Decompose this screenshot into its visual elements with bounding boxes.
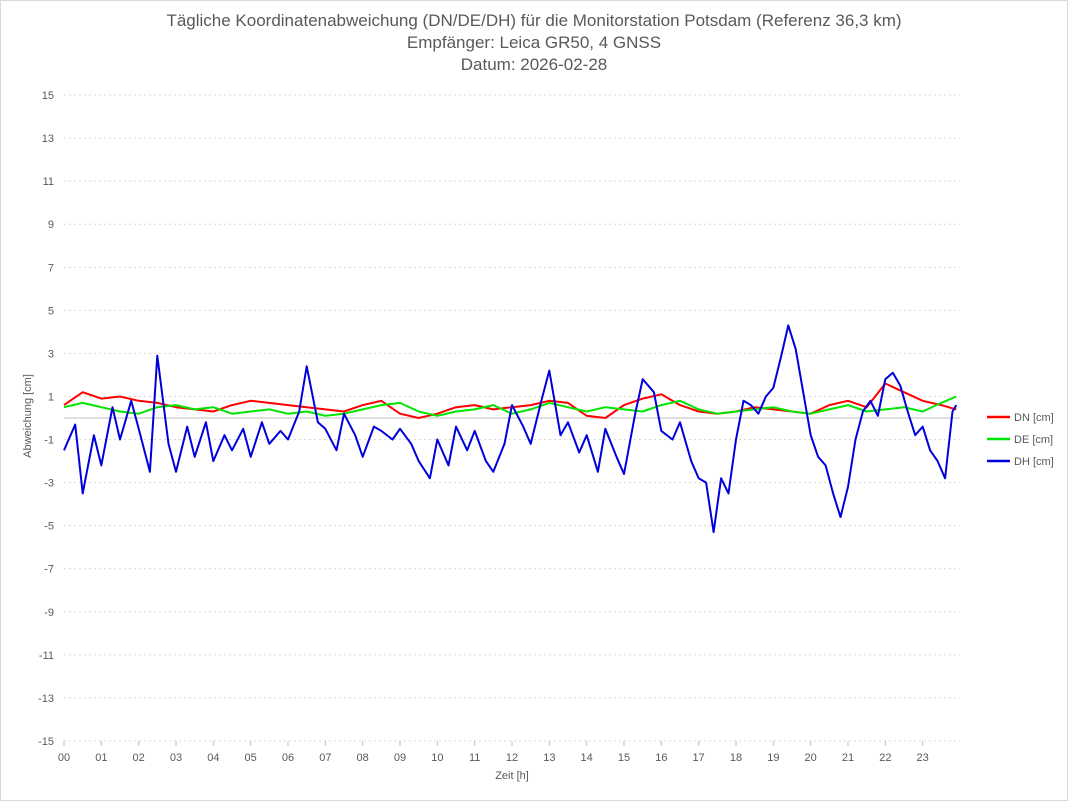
x-tick-label: 09: [394, 752, 406, 764]
y-tick-label: 7: [48, 262, 54, 274]
chart-title-line-1: Tägliche Koordinatenabweichung (DN/DE/DH…: [166, 11, 902, 30]
x-tick-label: 12: [506, 752, 518, 764]
x-tick-label: 08: [357, 752, 369, 764]
y-tick-label: 11: [43, 176, 54, 188]
x-tick-label: 13: [543, 752, 555, 764]
y-tick-label: 13: [42, 133, 54, 145]
x-tick-label: 23: [917, 752, 929, 764]
x-tick-label: 04: [207, 752, 219, 764]
x-tick-label: 18: [730, 752, 742, 764]
series-layer: [63, 324, 958, 534]
chart-title: Tägliche Koordinatenabweichung (DN/DE/DH…: [0, 10, 1068, 76]
series-line-dh: [63, 324, 958, 534]
series-line-de: [63, 395, 957, 417]
y-tick-label: -1: [44, 435, 54, 447]
x-axis-ticks: 00 01 02 03 04 05 06 07 08 09 10 11 12 13 14 15 16 17 18 19…: [58, 741, 929, 764]
x-tick-label: 05: [245, 752, 257, 764]
x-tick-label: 10: [431, 752, 443, 764]
y-tick-label: -15: [38, 736, 54, 748]
y-tick-label: 1: [48, 391, 54, 403]
y-tick-label: -5: [44, 521, 54, 533]
legend-label: DN [cm]: [1014, 412, 1054, 424]
y-tick-label: -13: [38, 693, 54, 705]
y-tick-label: 5: [48, 305, 54, 317]
x-tick-label: 15: [618, 752, 630, 764]
chart-title-line-3: Datum: 2026-02-28: [460, 55, 608, 74]
x-tick-label: 11: [469, 752, 480, 764]
x-tick-label: 00: [58, 752, 70, 764]
legend: DN [cm] DE [cm] DH [cm]: [987, 412, 1054, 468]
x-tick-label: 01: [95, 752, 107, 764]
y-axis-ticks: 15 13 11 9 7 5 3 1 -1 -3 -5 -7 -9 -11 -13 -15: [38, 90, 54, 748]
y-tick-label: -3: [44, 478, 54, 490]
y-axis-label: Abweichung [cm]: [22, 374, 34, 458]
y-tick-label: 3: [48, 348, 54, 360]
x-tick-label: 03: [170, 752, 182, 764]
legend-label: DH [cm]: [1014, 456, 1054, 468]
x-tick-label: 21: [842, 752, 854, 764]
x-tick-label: 16: [655, 752, 667, 764]
x-tick-label: 06: [282, 752, 294, 764]
x-tick-label: 14: [581, 752, 593, 764]
y-tick-label: -7: [44, 564, 54, 576]
x-tick-label: 19: [767, 752, 779, 764]
x-axis-label: Zeit [h]: [495, 770, 529, 782]
y-tick-label: -9: [44, 607, 54, 619]
x-tick-label: 20: [805, 752, 817, 764]
y-tick-label: 9: [48, 219, 54, 231]
x-tick-label: 07: [319, 752, 331, 764]
grid-layer: [64, 94, 960, 742]
legend-label: DE [cm]: [1014, 434, 1053, 446]
x-tick-label: 17: [693, 752, 705, 764]
x-tick-label: 02: [133, 752, 145, 764]
y-tick-label: -11: [39, 650, 54, 662]
y-tick-label: 15: [42, 90, 54, 102]
chart-title-line-2: Empfänger: Leica GR50, 4 GNSS: [406, 33, 662, 52]
x-tick-label: 22: [879, 752, 891, 764]
